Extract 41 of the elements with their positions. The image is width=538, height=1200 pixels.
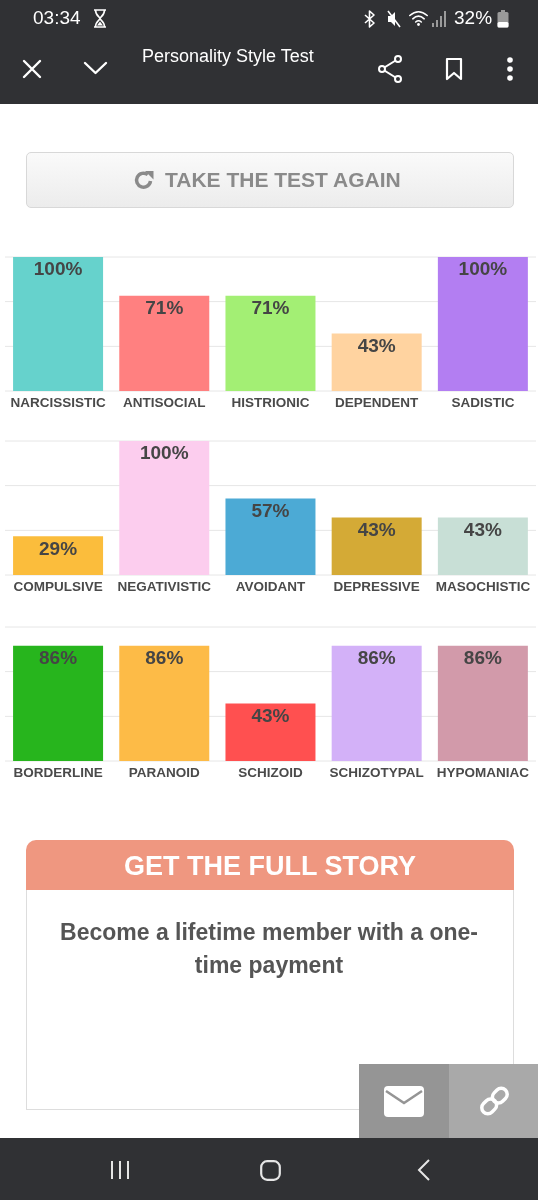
x-tick-label: HISTRIONIC — [231, 394, 310, 410]
text: 03:34 — [33, 7, 81, 28]
data-label: 100% — [458, 258, 508, 280]
data-label: 43% — [357, 334, 396, 356]
x-tick-label: DEPENDENT — [335, 394, 420, 410]
text: Become a lifetime member with a one-time payment — [60, 919, 478, 978]
bar — [13, 536, 104, 575]
data-label: 57% — [251, 500, 290, 522]
bar — [225, 498, 316, 575]
data-label: 86% — [463, 647, 502, 669]
data-label: 86% — [39, 647, 78, 669]
data-label: 43% — [463, 518, 502, 540]
x-tick-label: BORDERLINE — [13, 764, 103, 780]
text: GET THE FULL STORY — [123, 851, 417, 881]
data-label: 86% — [357, 647, 396, 669]
text: TAKE THE TEST AGAIN — [165, 168, 401, 191]
x-tick-label: HYPOMANIAC — [436, 764, 530, 780]
data-label: 86% — [145, 647, 184, 669]
data-label: 71% — [251, 297, 290, 319]
x-tick-label: SCHIZOID — [238, 764, 303, 780]
x-tick-label: PARANOID — [128, 764, 201, 780]
data-label: 71% — [145, 297, 184, 319]
data-label: 29% — [39, 537, 78, 559]
data-label: 100% — [139, 442, 189, 464]
x-tick-label: MASOCHISTIC — [435, 578, 531, 594]
data-label: 43% — [357, 518, 396, 540]
x-tick-label: COMPULSIVE — [13, 578, 103, 594]
x-tick-label: NEGATIVISTIC — [117, 578, 212, 594]
x-tick-label: SADISTIC — [451, 394, 515, 410]
x-tick-label: AVOIDANT — [235, 578, 306, 594]
text: 32% — [454, 7, 493, 28]
bar — [437, 517, 528, 575]
x-tick-label: ANTISOCIAL — [123, 394, 206, 410]
bar — [331, 517, 422, 575]
chart-title: Personality Style Test — [142, 46, 314, 66]
data-label: 100% — [33, 258, 83, 280]
x-tick-label: DEPRESSIVE — [333, 578, 420, 594]
x-tick-label: SCHIZOTYPAL — [329, 764, 424, 780]
x-tick-label: NARCISSISTIC — [10, 394, 106, 410]
data-label: 43% — [251, 704, 290, 726]
bar — [119, 441, 210, 575]
